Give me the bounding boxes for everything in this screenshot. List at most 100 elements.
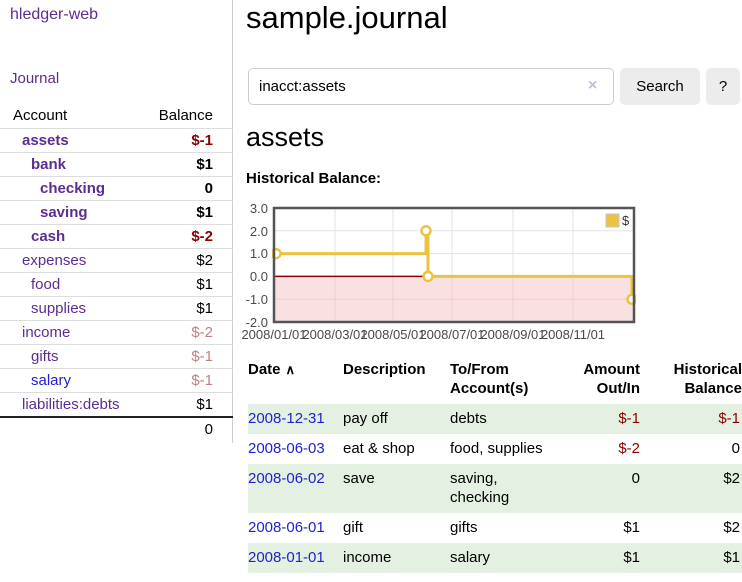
transaction-date-link[interactable]: 2008-06-02 bbox=[248, 470, 325, 487]
x-axis-tick: 2008/07/01 bbox=[419, 327, 485, 342]
clear-search-icon[interactable]: × bbox=[588, 77, 598, 94]
help-button[interactable]: ? bbox=[706, 68, 740, 105]
account-row: expenses $2 bbox=[0, 248, 233, 272]
account-link-supplies[interactable]: supplies bbox=[31, 300, 87, 317]
transaction-balance: $2 bbox=[640, 464, 742, 513]
description-column-header: Description bbox=[343, 361, 426, 378]
x-axis-tick: 2008/05/01 bbox=[360, 327, 426, 342]
legend-swatch bbox=[605, 213, 620, 228]
brand-link[interactable]: hledger-web bbox=[10, 6, 99, 23]
table-row: 2008-06-02 save saving, checking 0 $2 bbox=[248, 464, 742, 513]
transaction-balance: $-1 bbox=[640, 404, 742, 434]
account-link-saving[interactable]: saving bbox=[40, 204, 88, 221]
account-balance: $1 bbox=[196, 396, 213, 413]
transaction-balance: 0 bbox=[731, 440, 740, 457]
x-axis-tick: 2008/03/01 bbox=[302, 327, 368, 342]
transaction-date-link[interactable]: 2008-06-03 bbox=[248, 440, 325, 457]
account-row: cash $-2 bbox=[0, 224, 233, 248]
y-axis-tick: -2.0 bbox=[245, 315, 268, 330]
table-row: 2008-12-31 pay off debts $-1 $-1 bbox=[248, 404, 742, 434]
transaction-amount: $-2 bbox=[618, 440, 640, 457]
transaction-amount: 0 bbox=[550, 464, 640, 513]
legend-label: $ bbox=[622, 213, 630, 228]
sidebar-item-journal[interactable]: Journal bbox=[10, 70, 60, 87]
account-balance: $-1 bbox=[191, 348, 213, 365]
account-link-gifts[interactable]: gifts bbox=[31, 348, 59, 365]
account-balance: $1 bbox=[196, 276, 213, 293]
transaction-balance: $1 bbox=[640, 543, 742, 573]
account-row: gifts $-1 bbox=[0, 344, 233, 368]
transaction-accounts: salary bbox=[450, 543, 550, 573]
table-row: 2008-06-03 eat & shop food, supplies $-2… bbox=[248, 434, 742, 464]
transaction-description: save bbox=[343, 464, 450, 513]
sidebar: hledger-web Journal Account Balance asse… bbox=[0, 0, 233, 443]
y-axis-tick: 1.0 bbox=[249, 246, 268, 261]
account-row: assets $-1 bbox=[0, 128, 233, 152]
account-row: bank $1 bbox=[0, 152, 233, 176]
transaction-date-link[interactable]: 2008-01-01 bbox=[248, 549, 325, 566]
y-axis-tick: -1.0 bbox=[245, 292, 268, 307]
table-row: 2008-06-01 gift gifts $1 $2 bbox=[248, 513, 742, 543]
chart-legend: $ bbox=[605, 213, 630, 228]
account-page-title: assets bbox=[246, 122, 325, 152]
balance-column-header: Balance bbox=[158, 107, 213, 124]
accounts-column-header: To/From Account(s) bbox=[450, 361, 529, 397]
transaction-balance: $2 bbox=[723, 519, 740, 536]
y-axis-tick: 0.0 bbox=[249, 269, 268, 284]
account-row: supplies $1 bbox=[0, 296, 233, 320]
x-axis-tick: 2008/11/01 bbox=[540, 327, 606, 342]
y-axis-tick: 3.0 bbox=[249, 201, 268, 216]
chart-heading: Historical Balance: bbox=[246, 170, 382, 187]
register-table: Date ∧ Description To/From Account(s) Amo… bbox=[248, 358, 742, 573]
transaction-amount: $1 bbox=[550, 543, 640, 573]
transaction-accounts: debts bbox=[450, 404, 550, 434]
accounts-table: Account Balance assets $-1 bank $1 check… bbox=[0, 104, 233, 441]
transaction-description: gift bbox=[343, 519, 364, 536]
sort-ascending-icon: ∧ bbox=[285, 362, 296, 377]
register-header-row: Date ∧ Description To/From Account(s) Amo… bbox=[248, 358, 742, 404]
page-title: sample.journal bbox=[246, 0, 448, 35]
search-input[interactable] bbox=[248, 68, 614, 105]
account-link-food[interactable]: food bbox=[31, 276, 61, 293]
account-link-income[interactable]: income bbox=[22, 324, 71, 341]
account-row: income $-2 bbox=[0, 320, 233, 344]
account-link-checking[interactable]: checking bbox=[40, 180, 106, 197]
transaction-description: income bbox=[343, 543, 450, 573]
account-link-bank[interactable]: bank bbox=[31, 156, 67, 173]
account-link-expenses[interactable]: expenses bbox=[22, 252, 87, 269]
transaction-amount: $-1 bbox=[550, 404, 640, 434]
x-axis-tick: 2008/09/01 bbox=[480, 327, 546, 342]
account-link-liabilities-debts[interactable]: liabilities:debts bbox=[22, 396, 120, 413]
date-header-label: Date bbox=[248, 361, 281, 378]
transaction-accounts: food, supplies bbox=[450, 440, 543, 457]
accounts-total-balance: 0 bbox=[204, 421, 213, 438]
table-row: 2008-01-01 income salary $1 $1 bbox=[248, 543, 742, 573]
search-button[interactable]: Search bbox=[620, 68, 700, 105]
transaction-amount: $1 bbox=[623, 519, 640, 536]
account-balance: $-2 bbox=[191, 324, 213, 341]
account-link-salary[interactable]: salary bbox=[31, 372, 72, 389]
transaction-description: eat & shop bbox=[343, 440, 415, 457]
account-link-cash[interactable]: cash bbox=[31, 228, 66, 245]
account-row: salary $-1 bbox=[0, 368, 233, 392]
amount-column-header: Amount Out/In bbox=[583, 361, 640, 397]
transaction-description: pay off bbox=[343, 404, 450, 434]
account-row: liabilities:debts $1 bbox=[0, 392, 233, 416]
account-balance: $-1 bbox=[191, 372, 213, 389]
account-row: saving $1 bbox=[0, 200, 233, 224]
account-balance: $1 bbox=[196, 300, 213, 317]
account-balance: $-2 bbox=[191, 228, 213, 245]
account-balance: $1 bbox=[196, 204, 213, 221]
y-axis-tick: 2.0 bbox=[249, 224, 268, 239]
account-row: checking 0 bbox=[0, 176, 233, 200]
x-axis-tick: 2008/01/01 bbox=[241, 327, 307, 342]
account-balance: 0 bbox=[204, 180, 213, 197]
transaction-date-link[interactable]: 2008-06-01 bbox=[248, 519, 325, 536]
transaction-date-link[interactable]: 2008-12-31 bbox=[248, 410, 325, 427]
chart-plot-area[interactable]: $ bbox=[272, 206, 636, 324]
date-column-header[interactable]: Date ∧ bbox=[248, 358, 343, 404]
account-balance: $2 bbox=[196, 252, 213, 269]
balance-column-header: Historical Balance bbox=[673, 361, 742, 397]
account-link-assets[interactable]: assets bbox=[22, 132, 69, 149]
account-balance: $-1 bbox=[191, 132, 213, 149]
